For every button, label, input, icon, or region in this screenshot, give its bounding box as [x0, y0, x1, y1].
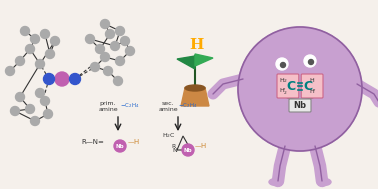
Circle shape [114, 140, 126, 152]
Circle shape [36, 60, 45, 68]
Circle shape [25, 105, 34, 114]
Circle shape [96, 44, 104, 53]
Text: C: C [303, 80, 312, 92]
Ellipse shape [317, 178, 331, 185]
Circle shape [113, 77, 122, 85]
Circle shape [101, 53, 110, 61]
Text: $-\rm C_2H_4$: $-\rm C_2H_4$ [120, 101, 140, 110]
Polygon shape [181, 88, 209, 106]
Text: $\rm H_2C$: $\rm H_2C$ [162, 131, 176, 140]
Circle shape [6, 67, 14, 75]
Circle shape [70, 74, 81, 84]
Text: —H: —H [195, 143, 207, 149]
Ellipse shape [185, 85, 205, 91]
Circle shape [11, 106, 20, 115]
Text: Nb: Nb [116, 143, 124, 149]
Circle shape [36, 88, 45, 98]
Text: Nb: Nb [293, 101, 307, 109]
Circle shape [15, 92, 25, 101]
Circle shape [116, 57, 124, 66]
Text: $\rm H'$: $\rm H'$ [309, 87, 317, 96]
Circle shape [182, 144, 194, 156]
Circle shape [116, 26, 124, 36]
Text: sec.
amine: sec. amine [158, 101, 178, 112]
Circle shape [40, 97, 50, 105]
Circle shape [304, 55, 316, 67]
Circle shape [121, 36, 130, 46]
Circle shape [125, 46, 135, 56]
Circle shape [308, 60, 313, 64]
Text: H: H [189, 38, 203, 52]
Circle shape [280, 63, 285, 67]
Circle shape [105, 29, 115, 39]
Text: C: C [286, 80, 295, 92]
FancyBboxPatch shape [301, 74, 323, 98]
Circle shape [15, 57, 25, 66]
Text: $\rm H$: $\rm H$ [309, 77, 315, 84]
Circle shape [43, 74, 54, 84]
Circle shape [51, 36, 59, 46]
Circle shape [40, 29, 50, 39]
Text: $\rm H_2'$: $\rm H_2'$ [279, 86, 288, 97]
Circle shape [20, 26, 29, 36]
Circle shape [55, 72, 69, 86]
Polygon shape [177, 56, 195, 69]
Circle shape [110, 42, 119, 50]
Text: $-\rm C_2H_4$: $-\rm C_2H_4$ [178, 101, 198, 110]
Circle shape [31, 116, 39, 125]
Text: N: N [172, 148, 177, 153]
Text: —H: —H [128, 139, 140, 145]
Polygon shape [195, 54, 213, 66]
Ellipse shape [269, 178, 283, 185]
Circle shape [101, 19, 110, 29]
Circle shape [238, 27, 362, 151]
Circle shape [43, 109, 53, 119]
FancyBboxPatch shape [277, 74, 299, 98]
Text: R: R [171, 144, 175, 149]
Circle shape [90, 63, 99, 71]
Circle shape [31, 35, 39, 43]
Text: $\rm H_2$: $\rm H_2$ [279, 76, 288, 85]
Text: prim.
amine: prim. amine [98, 101, 118, 112]
Text: R—N=: R—N= [81, 139, 104, 145]
Circle shape [45, 50, 54, 59]
FancyBboxPatch shape [289, 99, 311, 112]
Circle shape [25, 44, 34, 53]
Circle shape [104, 67, 113, 75]
Text: Nb: Nb [184, 147, 192, 153]
Circle shape [276, 58, 288, 70]
Circle shape [85, 35, 94, 43]
